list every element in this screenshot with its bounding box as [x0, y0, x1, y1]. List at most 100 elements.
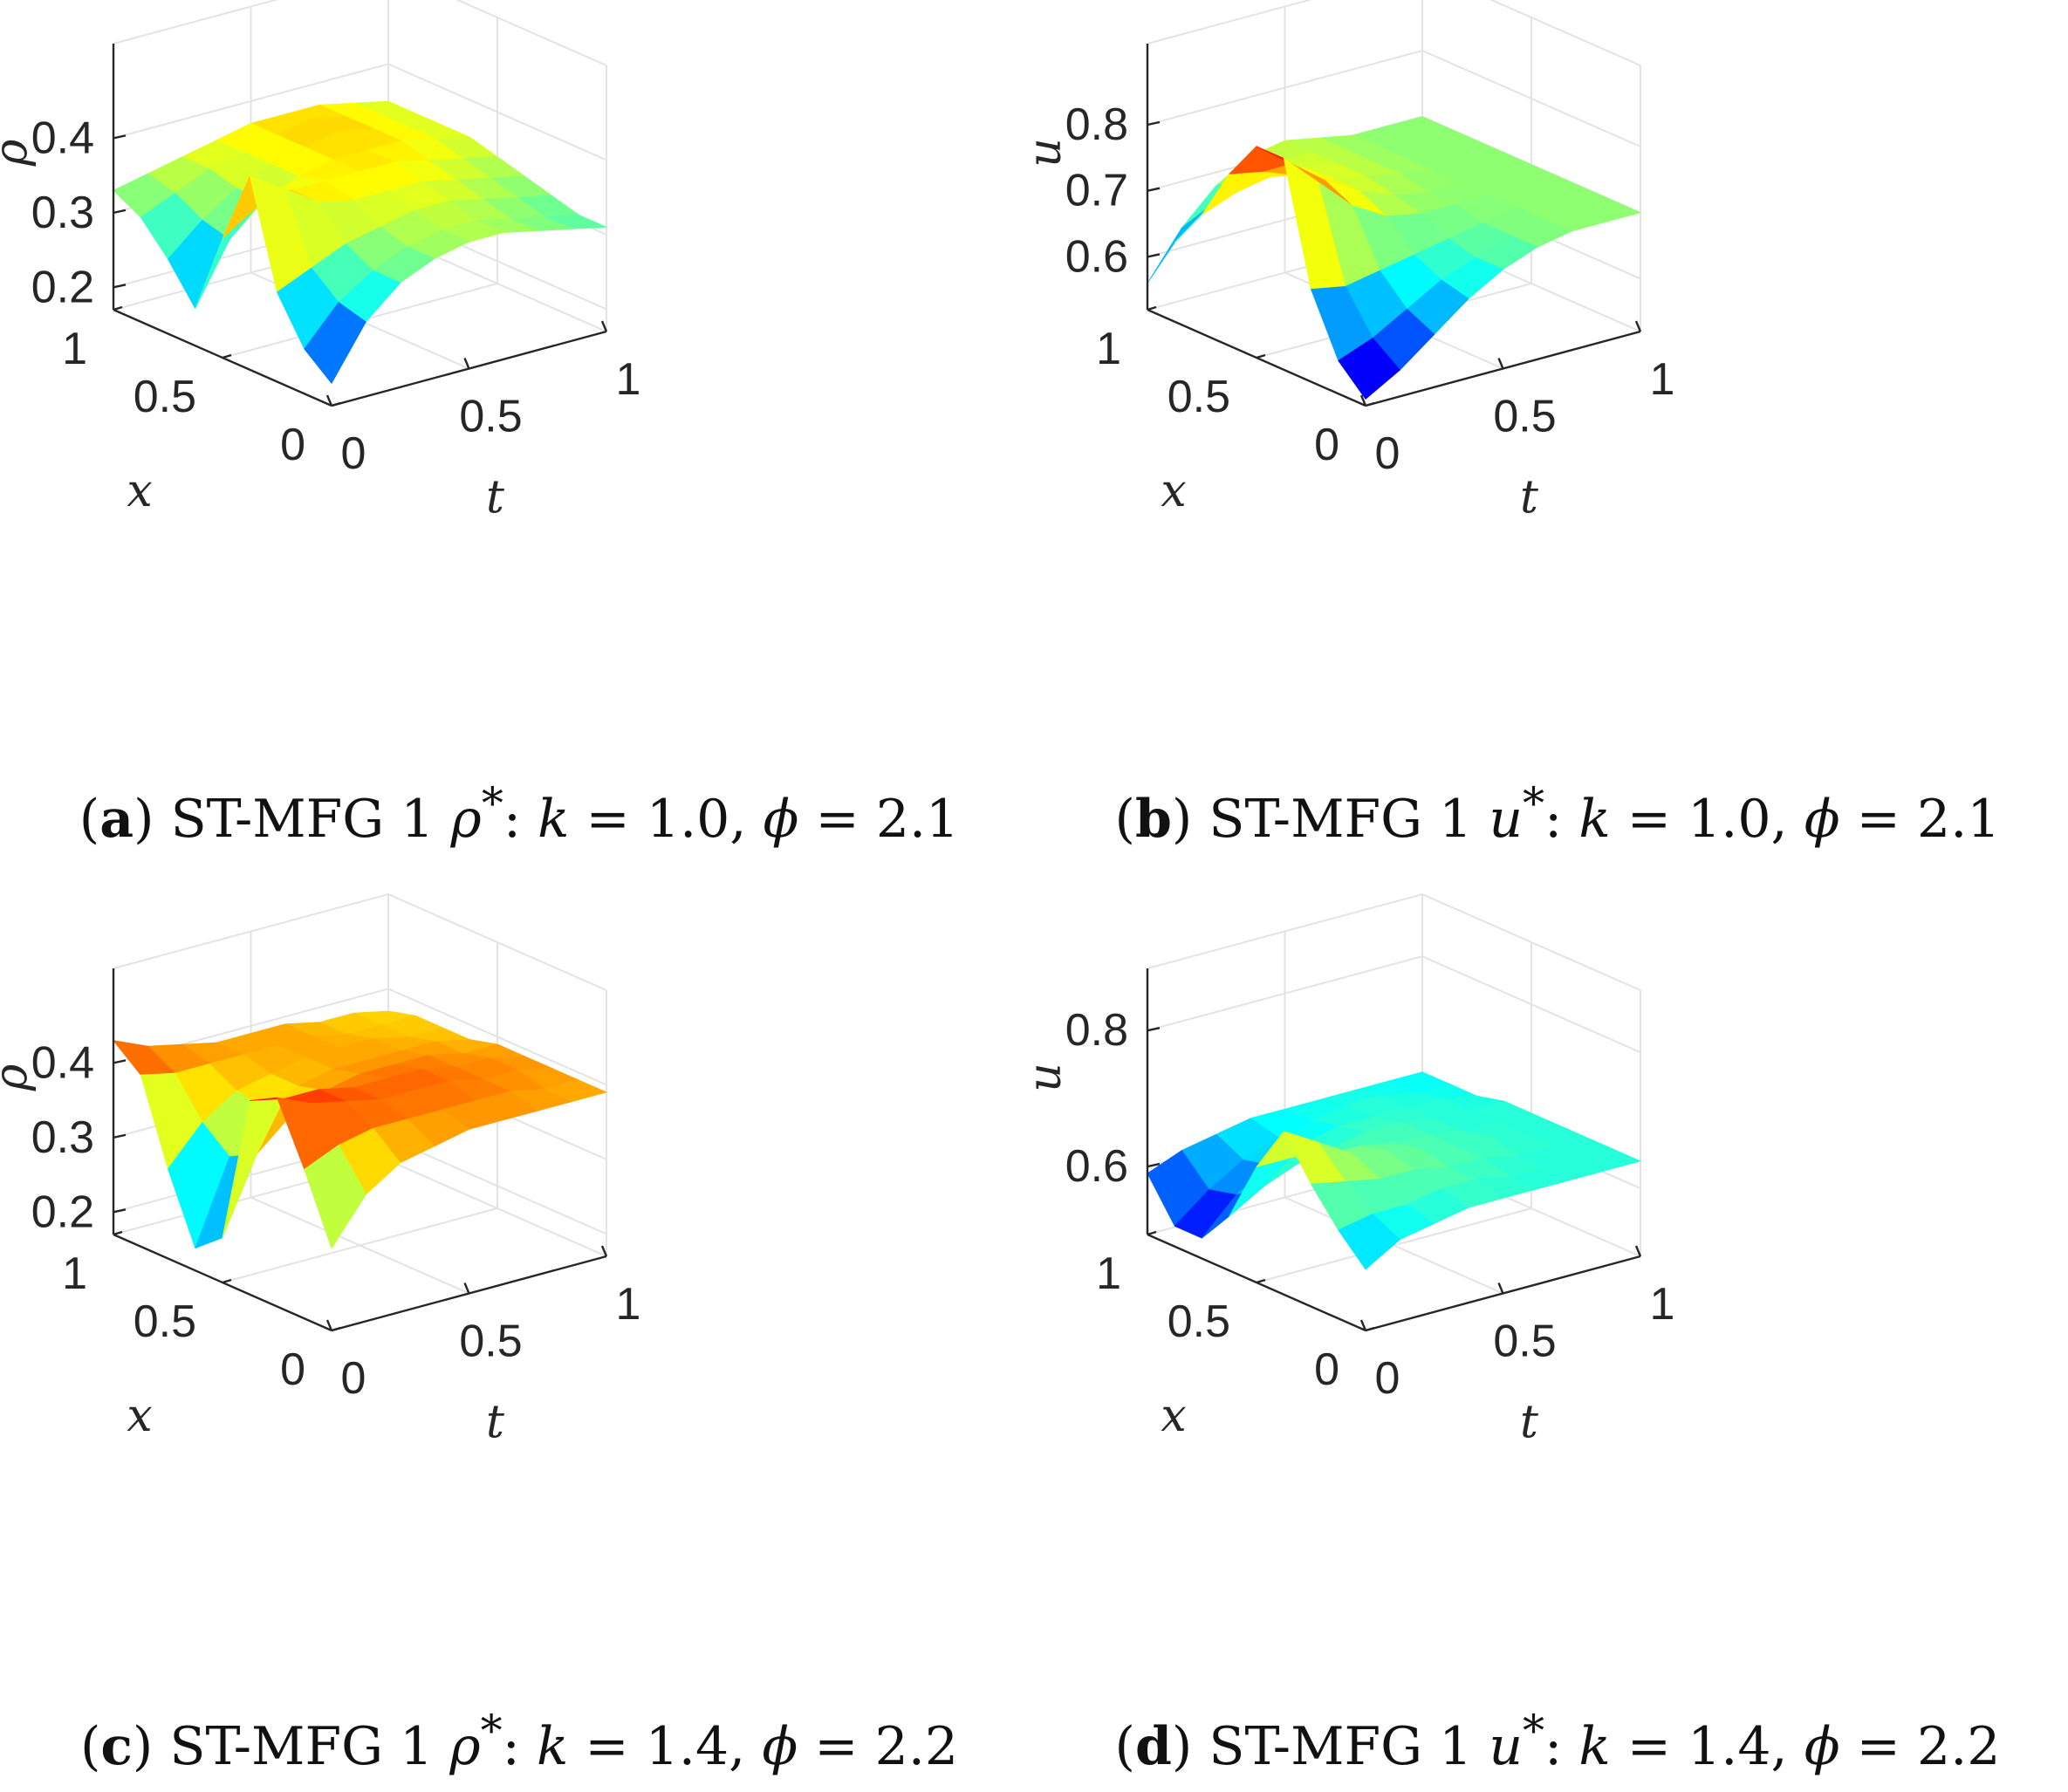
x-tick-label: 1: [62, 1248, 87, 1299]
z-tick: [113, 284, 127, 289]
caption-c: (c) ST-MFG 1 ρ*: k = 1.4, ϕ = 2.2: [79, 1706, 959, 1777]
caption-letter: d: [1134, 1716, 1172, 1777]
t-tick: [600, 1245, 608, 1257]
t-tick-label: 0.5: [459, 1317, 522, 1367]
z-tick: [1147, 1162, 1161, 1168]
surface: [113, 100, 607, 384]
z-tick-label: 0.3: [31, 1112, 94, 1163]
surface-plot-a: 0.2 0.3 0.4 0 0.5 1 0 0.5 1 ρ x t: [0, 0, 640, 524]
z-tick-label: 0.4: [31, 1037, 94, 1088]
grid-line: [1147, 49, 1641, 147]
t-tick-label: 0.5: [459, 392, 522, 442]
surface-panel-a: 0.2 0.3 0.4 0 0.5 1 0 0.5 1 ρ x t: [0, 0, 1034, 785]
z-tick-label: 0.7: [1065, 166, 1128, 216]
z-tick: [113, 1059, 127, 1064]
t-tick-label: 0: [341, 1353, 366, 1404]
caption-prefix: ST-MFG 1: [1209, 1716, 1473, 1777]
caption-prefix: ST-MFG 1: [170, 789, 435, 850]
grid-line: [113, 0, 607, 66]
x-tick: [113, 305, 123, 311]
surface-panel-c: 0.2 0.3 0.4 0 0.5 1 0 0.5 1 ρ x t: [0, 893, 1034, 1710]
x-tick-label: 0.5: [1168, 372, 1230, 422]
z-tick-label: 0.8: [1065, 1005, 1128, 1056]
t-tick-label: 0: [1375, 428, 1400, 479]
t-axis-label: t: [1520, 472, 1538, 524]
t-tick-label: 1: [616, 354, 641, 405]
caption-sup: *: [481, 778, 503, 829]
x-tick: [1365, 1326, 1375, 1332]
z-tick-label: 0.4: [31, 113, 94, 163]
surface-patch: [304, 1145, 366, 1249]
surface-plot-d: 0.6 0.8 0 0.5 1 0 0.5 1 u x t: [1019, 893, 1674, 1449]
x-tick-label: 0.5: [134, 1296, 196, 1347]
caption-sup: *: [1523, 778, 1545, 829]
x-axis-label: x: [127, 465, 152, 517]
caption-phi: 2.1: [1917, 789, 2001, 850]
z-axis-label: u: [1019, 138, 1072, 168]
t-tick-label: 0.5: [1493, 1317, 1556, 1367]
x-tick-label: 1: [1096, 324, 1121, 374]
x-tick-label: 1: [1096, 1248, 1121, 1299]
caption-letter: a: [99, 789, 134, 850]
t-tick: [463, 1282, 470, 1294]
surface-plot-b: 0.6 0.7 0.8 0 0.5 1 0 0.5 1 u x t: [1019, 0, 1674, 524]
x-tick: [331, 401, 341, 407]
surface-plot-c: 0.2 0.3 0.4 0 0.5 1 0 0.5 1 ρ x t: [0, 893, 640, 1449]
surface: [1147, 1071, 1641, 1270]
caption-letter: b: [1134, 789, 1172, 850]
t-tick: [325, 394, 333, 407]
x-tick-label: 0: [280, 420, 305, 470]
grid-line: [113, 988, 607, 1086]
caption-phi: 2.1: [875, 789, 960, 850]
z-tick: [113, 134, 127, 140]
caption-phi: 2.2: [874, 1716, 959, 1777]
t-axis-label: t: [486, 1397, 504, 1449]
x-tick: [1256, 1278, 1266, 1284]
caption-variable: u: [1489, 1716, 1524, 1777]
surface-patch: [304, 302, 366, 384]
caption-k: 1.4: [645, 1716, 729, 1777]
z-tick: [1147, 120, 1161, 127]
caption-k: 1.4: [1688, 1716, 1771, 1777]
caption-phi: 2.2: [1917, 1716, 2001, 1777]
grid-line: [113, 63, 607, 161]
z-axis-label: ρ: [0, 1064, 38, 1091]
z-tick: [113, 209, 127, 215]
z-tick-label: 0.8: [1065, 99, 1128, 150]
z-tick: [113, 1133, 127, 1139]
axes: 0.2 0.3 0.4 0 0.5 1 0 0.5 1 ρ x t: [0, 968, 640, 1449]
t-tick-label: 1: [616, 1279, 641, 1330]
t-tick-label: 0: [1375, 1353, 1400, 1404]
x-tick: [1147, 305, 1157, 311]
x-tick: [1365, 401, 1375, 407]
axes: 0.2 0.3 0.4 0 0.5 1 0 0.5 1 ρ x t: [0, 44, 640, 524]
t-tick: [463, 358, 470, 369]
t-tick-label: 0.5: [1493, 392, 1556, 442]
caption-d: (d) ST-MFG 1 u*: k = 1.4, ϕ = 2.2: [1114, 1706, 2001, 1777]
t-tick-label: 0: [341, 428, 366, 479]
t-tick: [600, 320, 608, 332]
x-tick-label: 0.5: [1168, 1296, 1230, 1347]
caption-prefix: ST-MFG 1: [169, 1716, 434, 1777]
x-tick: [331, 1326, 341, 1332]
caption-variable: ρ: [449, 1716, 481, 1777]
z-tick-label: 0.6: [1065, 231, 1128, 282]
grid-line: [113, 893, 607, 991]
t-tick: [1497, 358, 1504, 369]
caption-k: 1.0: [1688, 789, 1771, 850]
surface: [1147, 116, 1641, 400]
x-tick-label: 0.5: [134, 372, 196, 422]
x-axis-label: x: [1161, 1390, 1186, 1442]
caption-prefix: ST-MFG 1: [1209, 789, 1473, 850]
z-tick: [1147, 253, 1161, 258]
surface-patch: [1338, 1214, 1400, 1270]
x-tick-label: 0: [1314, 1344, 1339, 1395]
x-tick: [222, 353, 232, 359]
z-tick: [1147, 187, 1161, 192]
surface: [113, 1010, 607, 1249]
caption-sup: *: [480, 1706, 503, 1756]
x-axis-label: x: [1161, 465, 1186, 517]
x-tick: [113, 1230, 123, 1236]
x-tick: [1256, 353, 1266, 359]
t-tick: [1497, 1282, 1504, 1294]
